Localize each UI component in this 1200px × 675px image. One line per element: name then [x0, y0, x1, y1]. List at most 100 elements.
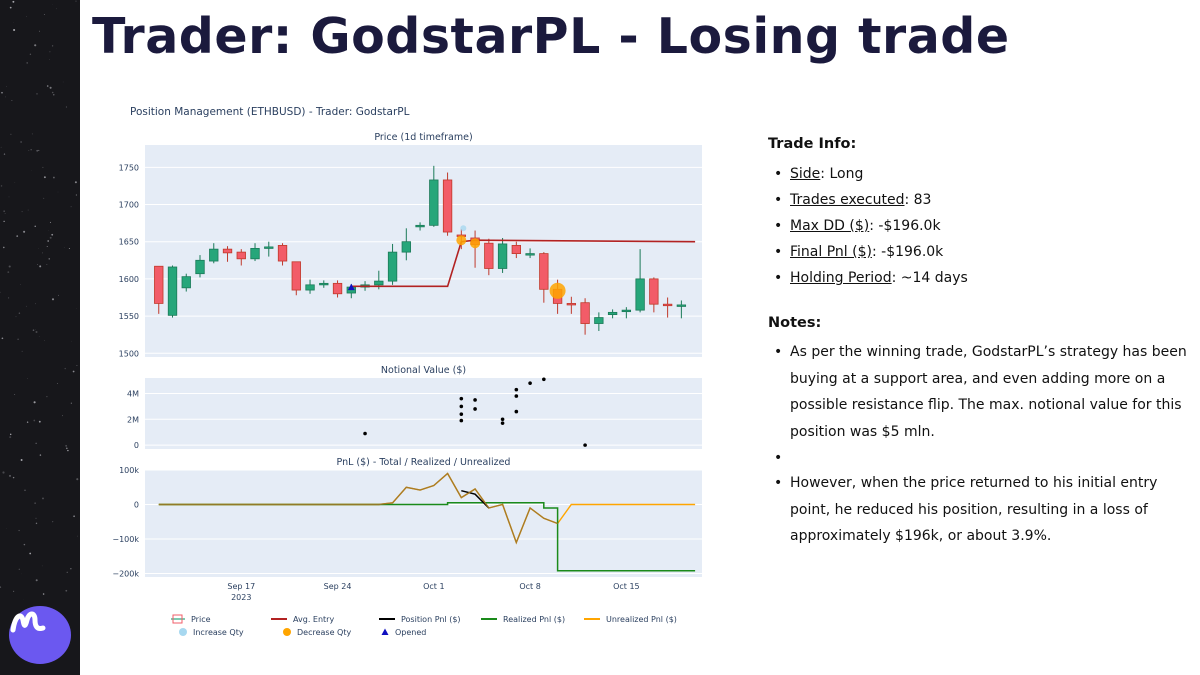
star-dot	[9, 433, 12, 436]
candle-body	[154, 265, 164, 304]
star-dot	[0, 291, 1, 293]
trade-info-item: Trades executed: 83	[768, 187, 1188, 213]
star-dot	[38, 149, 40, 151]
notes-heading: Notes:	[768, 315, 822, 331]
notional-ytick-label: 2M	[127, 415, 139, 424]
pnl-plot-background	[145, 470, 702, 577]
star-dot	[46, 246, 48, 247]
star-dot	[56, 8, 57, 10]
candle-body	[525, 253, 535, 256]
note-spacer	[768, 445, 1188, 472]
star-dot	[20, 284, 21, 285]
pnl-line-position	[461, 489, 490, 509]
star-dot	[56, 383, 58, 384]
opened-marker	[347, 283, 355, 291]
notional-subplot: 0 2M 4M Notional Value ($)	[127, 365, 702, 450]
star-dot	[18, 529, 20, 532]
star-dot	[8, 297, 10, 299]
trade-info-item: Side: Long	[768, 161, 1188, 187]
star-dot	[21, 211, 23, 213]
candle-body	[167, 266, 178, 316]
notional-plot-background	[145, 378, 702, 449]
decrease-qty-marker	[456, 235, 467, 246]
star-dot	[2, 246, 5, 249]
star-dot	[39, 30, 40, 32]
star-dot	[8, 196, 10, 198]
pnl-subplot-title: PnL ($) - Total / Realized / Unrealized	[337, 457, 511, 468]
star-dot	[44, 339, 45, 341]
notional-point	[542, 377, 546, 382]
star-dot	[26, 16, 27, 17]
candle-body	[649, 278, 659, 305]
notional-point	[514, 394, 519, 398]
star-dot	[32, 329, 35, 332]
star-dot	[48, 258, 50, 260]
candle-body	[305, 284, 315, 291]
star-dot	[49, 236, 52, 239]
star-dot	[64, 367, 66, 370]
star-dot	[75, 0, 77, 2]
legend-label: Position Pnl ($)	[401, 615, 461, 624]
star-dot	[65, 589, 68, 592]
star-dot	[70, 568, 72, 570]
increase-qty-marker	[460, 225, 467, 232]
star-dot	[49, 86, 52, 89]
star-dot	[74, 181, 77, 184]
notional-point	[528, 381, 532, 385]
candle-body	[195, 259, 205, 275]
star-dot	[18, 568, 20, 570]
star-dot	[17, 338, 19, 341]
legend-label: Avg. Entry	[293, 615, 334, 624]
star-dot	[34, 225, 36, 227]
star-dot	[30, 149, 32, 151]
star-dot	[46, 85, 49, 87]
notional-point	[363, 431, 367, 436]
star-dot	[28, 149, 30, 151]
star-dot	[43, 14, 45, 15]
star-dot	[42, 497, 44, 500]
legend-label: Unrealized Pnl ($)	[606, 615, 677, 624]
pnl-subplot: −200k −100k 0 100k Sep 17 Sep 24 Oct 1 Oct 8 Oct…	[112, 457, 702, 602]
pnl-ytick-label: −200k	[112, 570, 139, 579]
position-management-chart: Position Management (ETHBUSD) - Trader: …	[112, 106, 702, 637]
legend-decrease-symbol	[283, 628, 291, 636]
star-dot	[76, 365, 78, 366]
candle-body	[264, 246, 274, 249]
star-dot	[39, 265, 42, 268]
stars-texture	[0, 0, 79, 600]
candle-body	[580, 302, 590, 324]
star-dot	[71, 340, 72, 342]
star-dot	[0, 185, 3, 187]
candle-body	[401, 241, 411, 253]
pnl-ytick-label: −100k	[112, 535, 139, 544]
star-dot	[39, 454, 42, 456]
notes-section: Notes: As per the winning trade, Godstar…	[768, 315, 1188, 550]
candle-body	[566, 303, 577, 306]
star-dot	[36, 263, 39, 266]
info-panel: Trade Info: Side: Long Trades executed: …	[768, 136, 1188, 550]
star-dot	[35, 517, 37, 519]
star-dot	[70, 206, 72, 208]
trade-info-label: Trades executed	[790, 192, 905, 208]
star-dot	[21, 350, 23, 352]
trade-info-heading: Trade Info:	[768, 136, 857, 152]
price-ytick-label: 1750	[119, 163, 139, 172]
star-dot	[53, 94, 55, 96]
star-dot	[6, 85, 7, 87]
star-dot	[0, 146, 2, 148]
star-dot	[62, 81, 64, 83]
pnl-line-realized	[158, 502, 696, 572]
star-dot	[35, 303, 36, 305]
star-dot	[62, 415, 63, 417]
logo-m-icon	[10, 611, 46, 633]
star-dot	[31, 133, 33, 135]
decorative-side-strip	[0, 0, 80, 675]
candle-body	[539, 253, 549, 290]
price-ytick-label: 1500	[119, 349, 139, 358]
price-ytick-label: 1550	[119, 312, 139, 321]
price-ytick-label: 1600	[119, 275, 139, 284]
figure-title: Position Management (ETHBUSD) - Trader: …	[130, 106, 410, 118]
price-ytick-label: 1700	[119, 201, 139, 210]
star-dot	[42, 166, 44, 168]
star-dot	[4, 212, 6, 214]
